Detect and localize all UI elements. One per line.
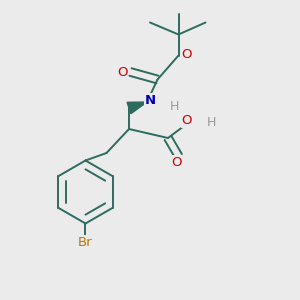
Text: O: O xyxy=(117,65,127,79)
Text: N: N xyxy=(145,94,156,107)
Text: H: H xyxy=(169,100,179,113)
Polygon shape xyxy=(127,102,147,114)
Text: O: O xyxy=(181,47,191,61)
Text: O: O xyxy=(182,114,192,127)
Text: O: O xyxy=(172,155,182,169)
Text: H: H xyxy=(207,116,216,130)
Text: Br: Br xyxy=(78,236,93,249)
